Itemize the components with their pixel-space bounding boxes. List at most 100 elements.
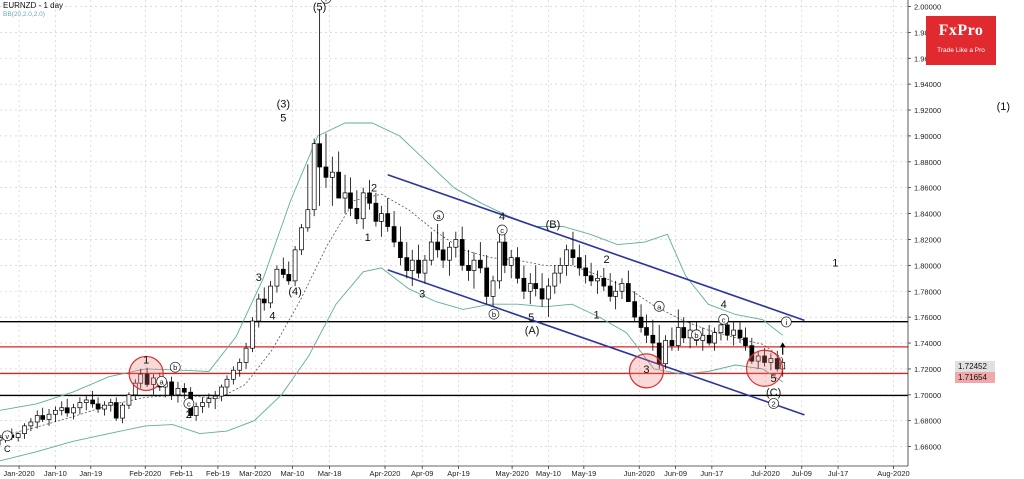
x-tick-label: Mar-2020 bbox=[239, 469, 271, 478]
candle-up bbox=[718, 324, 724, 334]
candle-down bbox=[539, 288, 545, 300]
candle-up bbox=[0, 437, 3, 441]
candle-down bbox=[477, 259, 483, 269]
y-tick-label: 1.84000 bbox=[914, 210, 941, 219]
candle-up bbox=[422, 259, 428, 274]
circled-label: i bbox=[785, 318, 787, 327]
candle-up bbox=[613, 290, 618, 297]
y-tick-label: 1.74000 bbox=[914, 339, 941, 348]
circled-label-ring bbox=[718, 313, 730, 325]
candle-up bbox=[527, 283, 533, 292]
candle-up bbox=[108, 402, 114, 406]
x-tick-label: Jan-2020 bbox=[3, 469, 34, 478]
wave-label: 4 bbox=[499, 211, 505, 223]
candle-up bbox=[34, 415, 40, 423]
candle-up bbox=[428, 241, 434, 261]
circled-label: a bbox=[657, 302, 662, 311]
alt-price-badge: 1.71654 bbox=[958, 373, 987, 382]
candle-up bbox=[342, 192, 348, 199]
candle-up bbox=[274, 268, 280, 287]
candle-down bbox=[484, 267, 490, 297]
y-tick-label: 2.00000 bbox=[914, 2, 941, 11]
circled-label: b bbox=[173, 363, 177, 372]
candle-up bbox=[731, 329, 737, 336]
circled-label-ring bbox=[183, 398, 195, 409]
candle-up bbox=[663, 340, 668, 365]
wave-label: (B) bbox=[546, 219, 561, 231]
horizontal-levels bbox=[0, 321, 908, 397]
bollinger-bands bbox=[0, 122, 783, 462]
candle-up bbox=[299, 227, 304, 251]
candle-up bbox=[120, 404, 125, 419]
indicator-label: BB(20,2.0,2.0) bbox=[3, 11, 45, 18]
candle-up bbox=[15, 433, 21, 438]
x-tick-label: Jul-2020 bbox=[751, 469, 780, 478]
candle-down bbox=[336, 171, 342, 199]
candle-down bbox=[570, 249, 576, 258]
circled-label: c bbox=[722, 315, 726, 324]
up-arrow-head bbox=[779, 342, 786, 348]
wave-label: 5 bbox=[528, 312, 534, 324]
circled-label-ring bbox=[169, 361, 181, 373]
candle-down bbox=[706, 334, 712, 344]
x-tick-label: May-2020 bbox=[495, 469, 528, 478]
candle-down bbox=[373, 202, 379, 222]
candle-down bbox=[502, 241, 508, 266]
circled-label: v bbox=[5, 432, 9, 441]
circled-label-ring bbox=[768, 398, 779, 409]
candle-down bbox=[398, 241, 403, 258]
candle-up bbox=[471, 259, 477, 271]
alt-price-badge-bg bbox=[955, 372, 995, 383]
wave-label: 2 bbox=[603, 254, 609, 266]
candle-down bbox=[391, 226, 397, 243]
logo-name: FxPro bbox=[938, 22, 984, 39]
candle-up bbox=[71, 407, 76, 414]
wave-label: (1) bbox=[997, 101, 1010, 113]
candle-down bbox=[367, 192, 372, 204]
circled-label: 2 bbox=[772, 399, 776, 408]
candle-up bbox=[224, 378, 230, 388]
candle-down bbox=[435, 241, 441, 251]
candle-up bbox=[175, 387, 181, 396]
x-tick-label: Feb-2020 bbox=[129, 469, 161, 478]
x-tick-label: Feb-11 bbox=[170, 469, 193, 478]
y-tick-label: 1.68000 bbox=[914, 417, 941, 426]
x-tick-label: Jun-2020 bbox=[624, 469, 655, 478]
candle-up bbox=[22, 425, 27, 434]
candle-up bbox=[151, 377, 156, 385]
x-tick-label: Feb-19 bbox=[206, 469, 230, 478]
candle-up bbox=[46, 413, 52, 420]
wave-label: 1 bbox=[832, 258, 838, 270]
candle-up bbox=[28, 421, 34, 427]
candle-down bbox=[261, 298, 267, 304]
candle-down bbox=[385, 213, 391, 227]
candle-down bbox=[607, 285, 613, 297]
bollinger-middle bbox=[0, 193, 783, 437]
candle-down bbox=[669, 340, 675, 346]
candle-up bbox=[546, 285, 551, 300]
wave-label: (5) bbox=[313, 1, 326, 13]
circled-label: c bbox=[500, 226, 504, 235]
x-tick-label: Apr-09 bbox=[411, 469, 434, 478]
candle-up bbox=[755, 355, 761, 362]
candle-up bbox=[102, 404, 107, 410]
wave-label: 3 bbox=[256, 272, 262, 284]
candle-up bbox=[619, 283, 625, 292]
candle-down bbox=[650, 334, 656, 344]
candle-down bbox=[286, 274, 292, 282]
highlight-circle bbox=[628, 353, 665, 389]
candle-down bbox=[583, 267, 589, 277]
x-tick-label: May-10 bbox=[536, 469, 561, 478]
candle-up bbox=[305, 209, 311, 229]
candle-down bbox=[280, 268, 286, 275]
chart-title: EURNZD - 1 day bbox=[3, 1, 64, 10]
circled-label-ring bbox=[488, 308, 500, 320]
circled-label-ring bbox=[780, 316, 792, 328]
candle-down bbox=[144, 373, 150, 385]
candle-down bbox=[348, 192, 353, 209]
candle-down bbox=[601, 277, 607, 287]
candle-down bbox=[323, 166, 329, 178]
circled-label: b bbox=[492, 310, 496, 319]
candle-down bbox=[737, 329, 743, 339]
